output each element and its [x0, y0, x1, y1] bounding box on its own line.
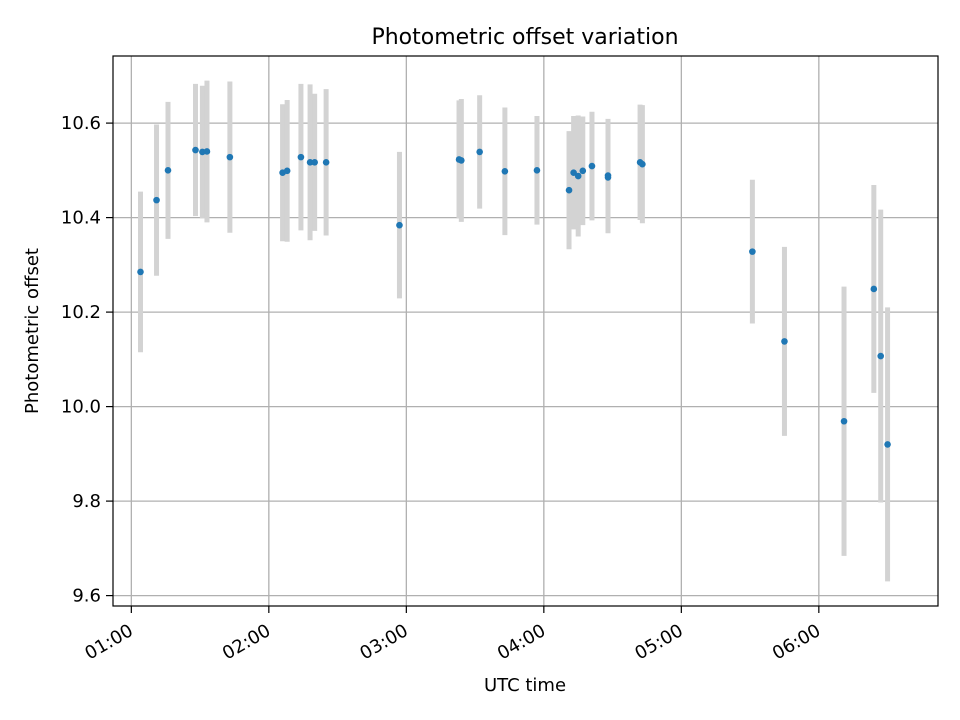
data-point	[840, 417, 848, 425]
data-point	[570, 169, 577, 177]
data-point	[226, 153, 234, 161]
data-point	[639, 160, 646, 168]
data-point	[476, 148, 483, 156]
data-point	[870, 285, 878, 293]
y-tick-label: 10.4	[61, 208, 101, 229]
y-axis-ticks: 9.6 9.8 10.0 10.2 10.4 10.6	[61, 113, 113, 607]
data-point	[203, 148, 211, 155]
data-point	[306, 159, 314, 166]
y-tick-label: 10.2	[61, 302, 101, 323]
data-point	[574, 172, 582, 180]
x-axis-label: UTC time	[484, 675, 566, 696]
data-point	[396, 221, 403, 229]
data-point	[322, 159, 330, 166]
data-point	[164, 167, 172, 174]
data-point	[579, 167, 587, 175]
data-point	[884, 441, 891, 448]
plot-area	[112, 55, 939, 607]
data-point	[153, 196, 160, 204]
data-point	[311, 159, 318, 166]
data-point	[781, 338, 788, 345]
data-point	[501, 167, 509, 175]
y-tick-label: 9.6	[72, 586, 101, 607]
y-tick-label: 10.0	[61, 397, 101, 418]
data-point	[604, 174, 612, 181]
data-point	[588, 162, 596, 170]
data-point	[458, 157, 465, 164]
plot-frame	[112, 55, 939, 607]
data-points	[137, 146, 891, 448]
data-point	[565, 186, 573, 194]
data-point	[192, 146, 199, 154]
grid	[113, 56, 938, 606]
data-point	[877, 352, 885, 360]
y-tick-label: 10.6	[61, 113, 101, 134]
data-point	[533, 167, 541, 174]
chart-title: Photometric offset variation	[371, 25, 678, 50]
y-tick-label: 9.8	[72, 491, 101, 512]
y-axis-label: Photometric offset	[22, 248, 43, 414]
data-point	[749, 248, 756, 255]
data-point	[283, 167, 291, 175]
data-point	[137, 268, 144, 276]
data-point	[297, 153, 305, 161]
